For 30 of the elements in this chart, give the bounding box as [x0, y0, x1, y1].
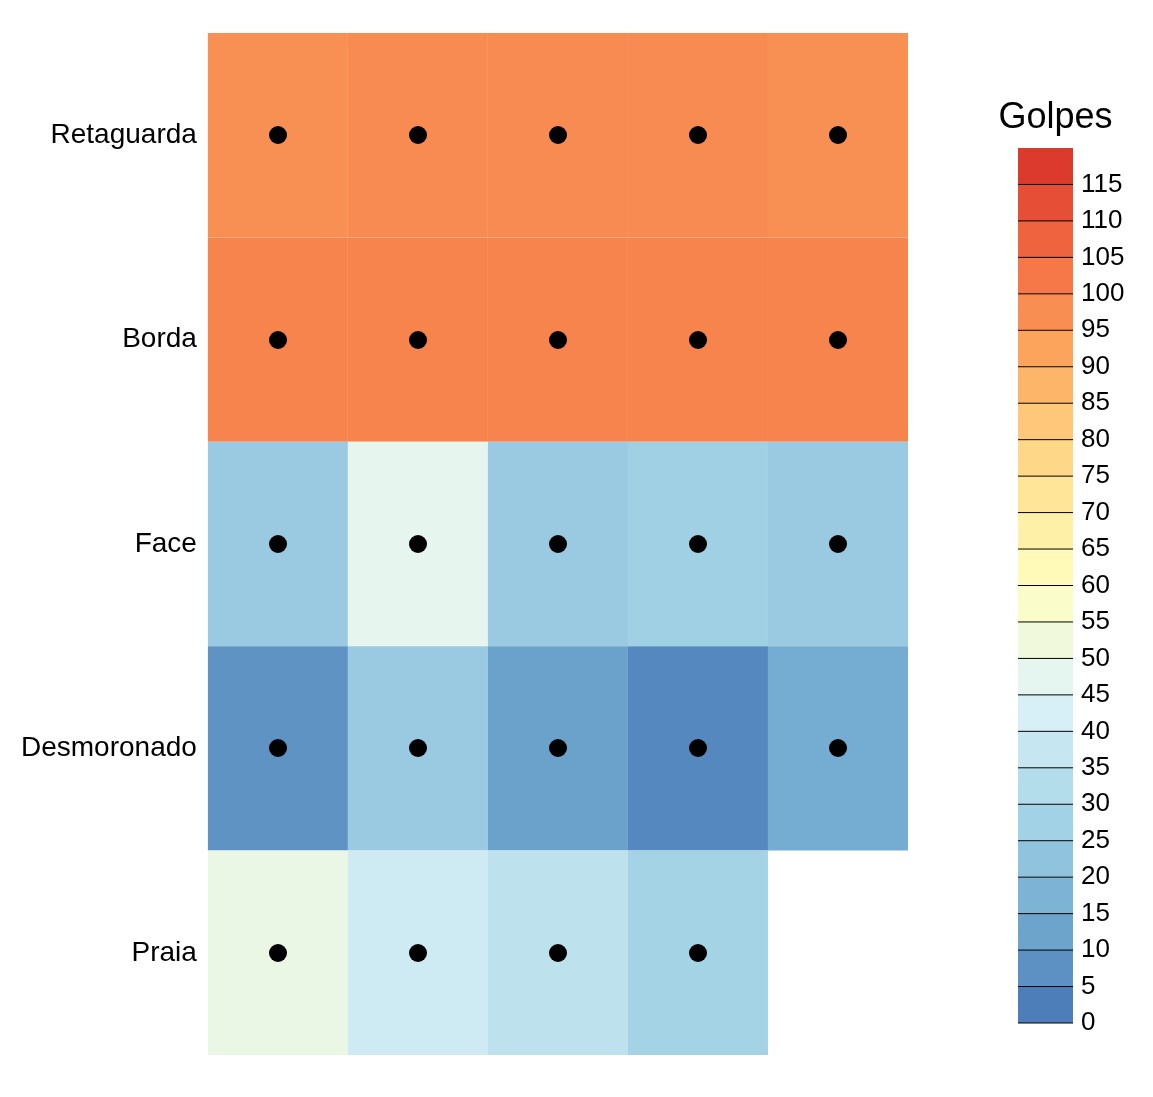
- color-bar-label: 105: [1081, 240, 1125, 271]
- color-bar-label: 20: [1081, 860, 1110, 891]
- color-bar-label: 80: [1081, 422, 1110, 453]
- color-bar-label: 5: [1081, 969, 1096, 1000]
- color-bar-label: 50: [1081, 641, 1110, 672]
- color-bar-label: 85: [1081, 386, 1110, 417]
- color-bar-label: 110: [1081, 204, 1123, 235]
- color-bar-label: 70: [1081, 495, 1110, 526]
- color-bar-label: 15: [1081, 896, 1110, 927]
- color-bar-label: 115: [1081, 167, 1123, 198]
- color-bar-label: 55: [1081, 605, 1110, 636]
- y-tick-label: Borda: [122, 322, 198, 354]
- color-bar-label: 90: [1081, 349, 1110, 380]
- color-bar-label: 35: [1081, 750, 1110, 781]
- y-tick-label: Desmoronado: [21, 731, 197, 763]
- y-tick-label: Face: [134, 526, 197, 558]
- color-bar-label: 10: [1081, 933, 1110, 964]
- color-bar-label: 65: [1081, 532, 1110, 563]
- y-tick-label: Retaguarda: [50, 117, 198, 149]
- color-bar-label: 75: [1081, 459, 1110, 490]
- color-bar-label: 95: [1081, 313, 1110, 344]
- color-bar-title: Golpes: [998, 94, 1113, 136]
- color-bar-label: 25: [1081, 823, 1110, 854]
- color-bar-label: 100: [1081, 277, 1125, 308]
- color-bar-label: 45: [1081, 678, 1110, 709]
- y-tick-label: Praia: [131, 935, 198, 967]
- color-bar-label: 0: [1081, 1006, 1096, 1037]
- color-bar-label: 30: [1081, 787, 1110, 818]
- color-bar-label: 60: [1081, 568, 1110, 599]
- color-bar-label: 40: [1081, 714, 1110, 745]
